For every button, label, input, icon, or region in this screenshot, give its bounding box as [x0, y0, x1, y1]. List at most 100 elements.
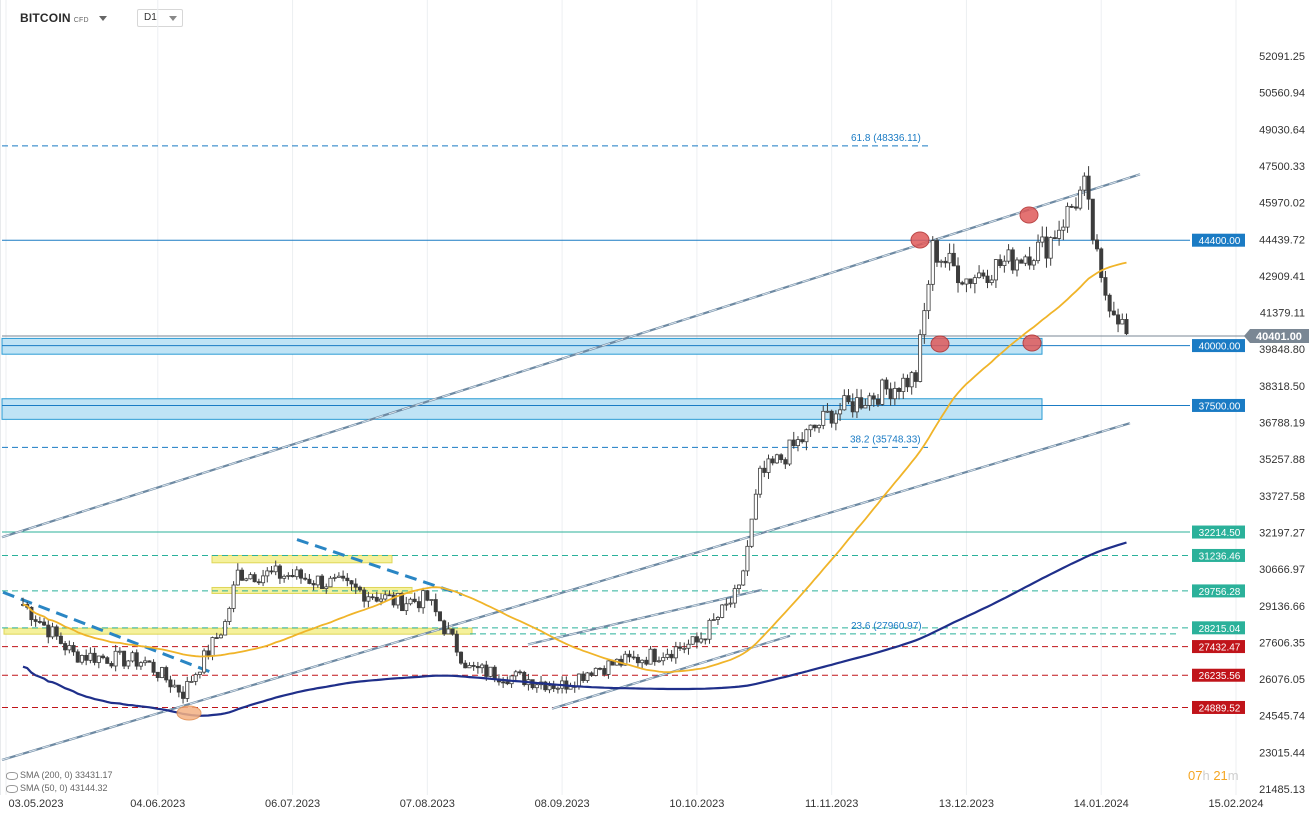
candle-body-up	[745, 545, 750, 572]
timeframe-select[interactable]: D1	[137, 9, 183, 27]
candle	[888, 382, 893, 406]
candle-body-up	[707, 619, 712, 640]
candle-body-up	[202, 650, 207, 673]
price-level-badge	[1192, 398, 1247, 412]
candle-body-up	[661, 657, 666, 662]
price-level-badge	[1192, 621, 1247, 635]
candle	[101, 653, 106, 660]
candle	[256, 578, 261, 585]
candle	[892, 381, 897, 406]
candle	[475, 661, 480, 674]
candle	[758, 465, 763, 498]
candle-body-down	[298, 569, 303, 579]
candle	[808, 424, 813, 437]
candle	[842, 389, 847, 411]
candle-body-down	[387, 594, 392, 597]
candle-body-down	[42, 621, 47, 626]
price-axis-bg	[1245, 0, 1315, 800]
candle-body-down	[353, 583, 358, 588]
candle	[897, 387, 902, 400]
countdown-hours: 07	[1188, 768, 1203, 783]
candle	[176, 684, 181, 698]
candle-body-down	[214, 637, 219, 639]
candle-body-down	[450, 628, 455, 635]
candle	[117, 647, 122, 655]
candle-body-down	[437, 611, 442, 622]
candle-body-down	[871, 395, 876, 400]
candle	[185, 676, 190, 702]
candle	[1086, 166, 1091, 210]
candle-body-up	[576, 673, 581, 688]
current-price-badge-axis	[1244, 328, 1309, 343]
candle-body-down	[1090, 198, 1095, 241]
candle-body-up	[804, 429, 809, 443]
candle	[1031, 258, 1036, 271]
candle-body-up	[379, 598, 384, 602]
candle-body-up	[210, 637, 215, 657]
timeframe-value: D1	[144, 12, 157, 23]
chevron-down-icon	[169, 16, 177, 21]
candle-body-up	[623, 653, 628, 666]
candle	[1052, 230, 1057, 240]
candle	[1107, 293, 1112, 318]
candle-body-down	[1124, 319, 1129, 335]
candle-body-up	[787, 439, 792, 465]
visibility-icon[interactable]	[6, 784, 18, 793]
candle-body-down	[998, 259, 1003, 267]
candle	[214, 632, 219, 639]
candle-body-up	[282, 575, 287, 579]
candle	[383, 590, 388, 602]
candle	[1023, 254, 1028, 267]
fibonacci-levels: 61.8 (48336.11) 38.2 (35748.33) 23.6 (2796…	[2, 133, 1180, 635]
candle-body-up	[821, 410, 826, 426]
date-tick-label: 10.10.2023	[669, 798, 724, 810]
candle	[357, 585, 362, 593]
candle-body-up	[901, 377, 906, 392]
candle-body-up	[488, 666, 493, 677]
candle-body-down	[164, 667, 169, 681]
support-zone	[1, 337, 1043, 355]
legend-sma200[interactable]: SMA (200, 0) 33431.17	[6, 770, 113, 780]
candle-body-down	[581, 673, 586, 681]
candle-body-down	[762, 467, 767, 473]
candle-body-down	[631, 656, 636, 659]
legend-sma50[interactable]: SMA (50, 0) 43144.32	[6, 783, 108, 793]
candle-body-up	[193, 674, 198, 682]
candle	[635, 654, 640, 667]
candle-body-up	[294, 569, 299, 578]
candle	[720, 604, 725, 619]
candle	[770, 455, 775, 466]
symbol-selector[interactable]: BITCOIN CFD	[20, 11, 107, 25]
candle-body-down	[105, 657, 110, 664]
candle	[644, 656, 649, 666]
candle-body-down	[703, 638, 708, 641]
channel-line-inner	[527, 589, 763, 645]
candle-body-up	[96, 655, 101, 663]
candle-body-down	[859, 397, 864, 409]
candle-body-up	[88, 652, 93, 661]
visibility-icon[interactable]	[6, 771, 18, 780]
candle-body-up	[67, 645, 72, 651]
candle-body-down	[905, 377, 910, 388]
candle-body-down	[33, 619, 38, 622]
candle-body-up	[753, 493, 758, 520]
candle	[345, 573, 350, 587]
candle-body-up	[863, 405, 868, 409]
candle-body-up	[1048, 237, 1053, 259]
channel-line-inner	[1, 173, 1141, 538]
candle	[362, 587, 367, 608]
candle	[817, 424, 822, 433]
candle-body-down	[63, 643, 68, 651]
candle	[84, 649, 89, 666]
candle-body-up	[265, 570, 270, 577]
candle	[762, 460, 767, 478]
candle	[821, 405, 826, 430]
date-tick-label: 11.11.2023	[805, 798, 858, 810]
candle	[501, 677, 506, 688]
candle-body-up	[138, 662, 143, 667]
candle-body-up	[185, 681, 190, 699]
candle-body-down	[1027, 256, 1032, 266]
candle	[488, 666, 493, 678]
candle	[311, 580, 316, 591]
